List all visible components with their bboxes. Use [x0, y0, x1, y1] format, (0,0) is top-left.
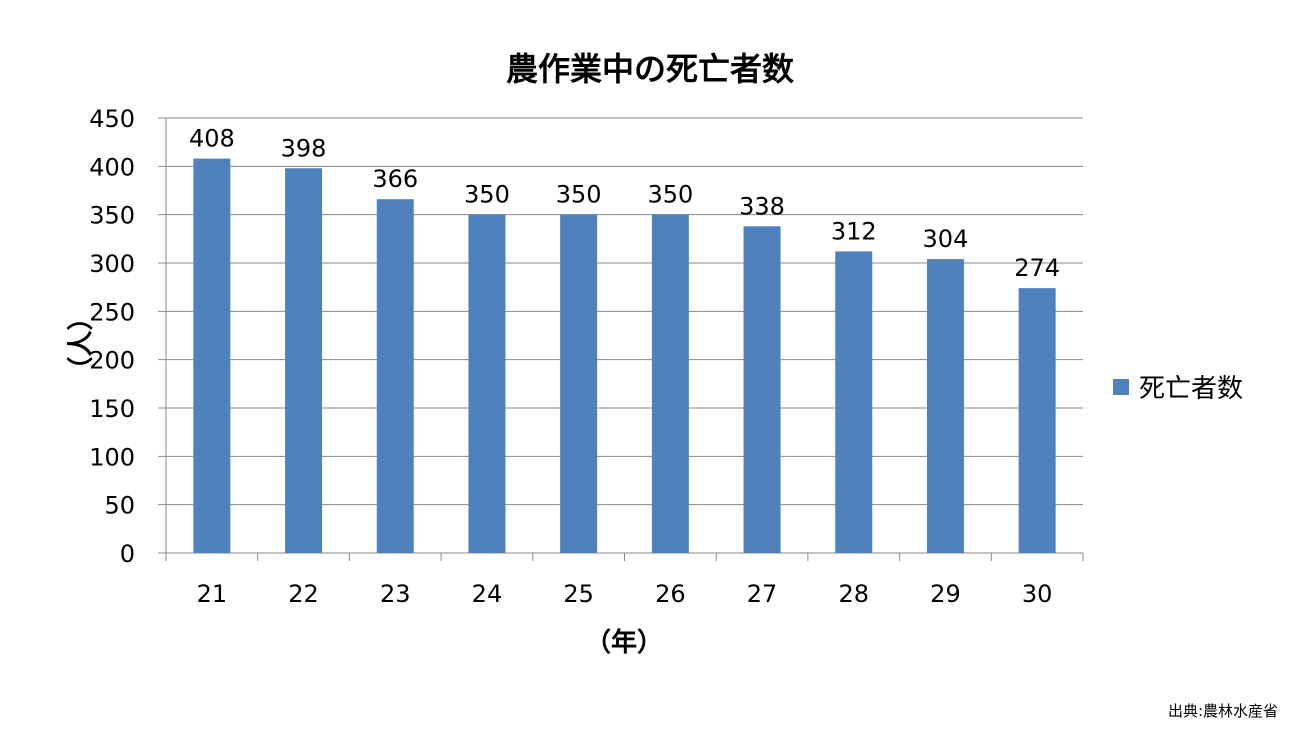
y-tick-label: 350: [89, 202, 135, 230]
x-tick-label: 22: [288, 580, 319, 608]
x-tick-label: 29: [930, 580, 961, 608]
y-tick-label: 0: [120, 540, 135, 568]
bar-21: [193, 158, 231, 553]
chart-title: 農作業中の死亡者数: [505, 50, 794, 88]
x-tick-label: 27: [747, 580, 778, 608]
data-label: 274: [1014, 254, 1060, 282]
x-tick-label: 23: [380, 580, 411, 608]
y-tick-label: 50: [104, 492, 135, 520]
x-tick-label: 30: [1022, 580, 1053, 608]
data-label: 338: [739, 192, 785, 220]
x-axis-label: （年）: [585, 628, 664, 658]
data-label: 398: [281, 134, 327, 162]
bar-30: [1018, 288, 1056, 553]
x-tick-label: 24: [472, 580, 503, 608]
y-tick-label: 300: [89, 250, 135, 278]
data-label: 408: [189, 125, 235, 153]
x-tick-label: 28: [838, 580, 869, 608]
source-note: 出典:農林水産省: [1167, 702, 1278, 720]
x-tick-label: 21: [197, 580, 228, 608]
data-label: 312: [831, 217, 877, 245]
x-tick-label: 26: [655, 580, 686, 608]
data-label: 366: [372, 165, 418, 193]
bar-23: [376, 199, 414, 553]
legend-swatch: [1113, 378, 1129, 395]
y-tick-label: 450: [89, 105, 135, 133]
y-tick-label: 150: [89, 395, 135, 423]
bar-25: [560, 214, 598, 553]
y-tick-label: 200: [89, 347, 135, 375]
y-tick-label: 400: [89, 153, 135, 181]
data-label: 350: [464, 181, 510, 209]
bar-24: [468, 214, 506, 553]
bar-22: [285, 168, 323, 553]
y-axis-label: （人）: [66, 304, 97, 383]
x-tick-label: 25: [563, 580, 594, 608]
y-tick-label: 250: [89, 298, 135, 326]
data-label: 304: [923, 225, 969, 253]
bar-26: [651, 214, 689, 553]
bar-27: [743, 226, 781, 553]
data-label: 350: [647, 181, 693, 209]
data-label: 350: [556, 181, 602, 209]
legend-label: 死亡者数: [1139, 374, 1244, 404]
legend: 死亡者数: [1113, 368, 1243, 405]
bar-29: [926, 259, 964, 553]
bar-28: [835, 251, 873, 553]
y-tick-label: 100: [89, 443, 135, 471]
